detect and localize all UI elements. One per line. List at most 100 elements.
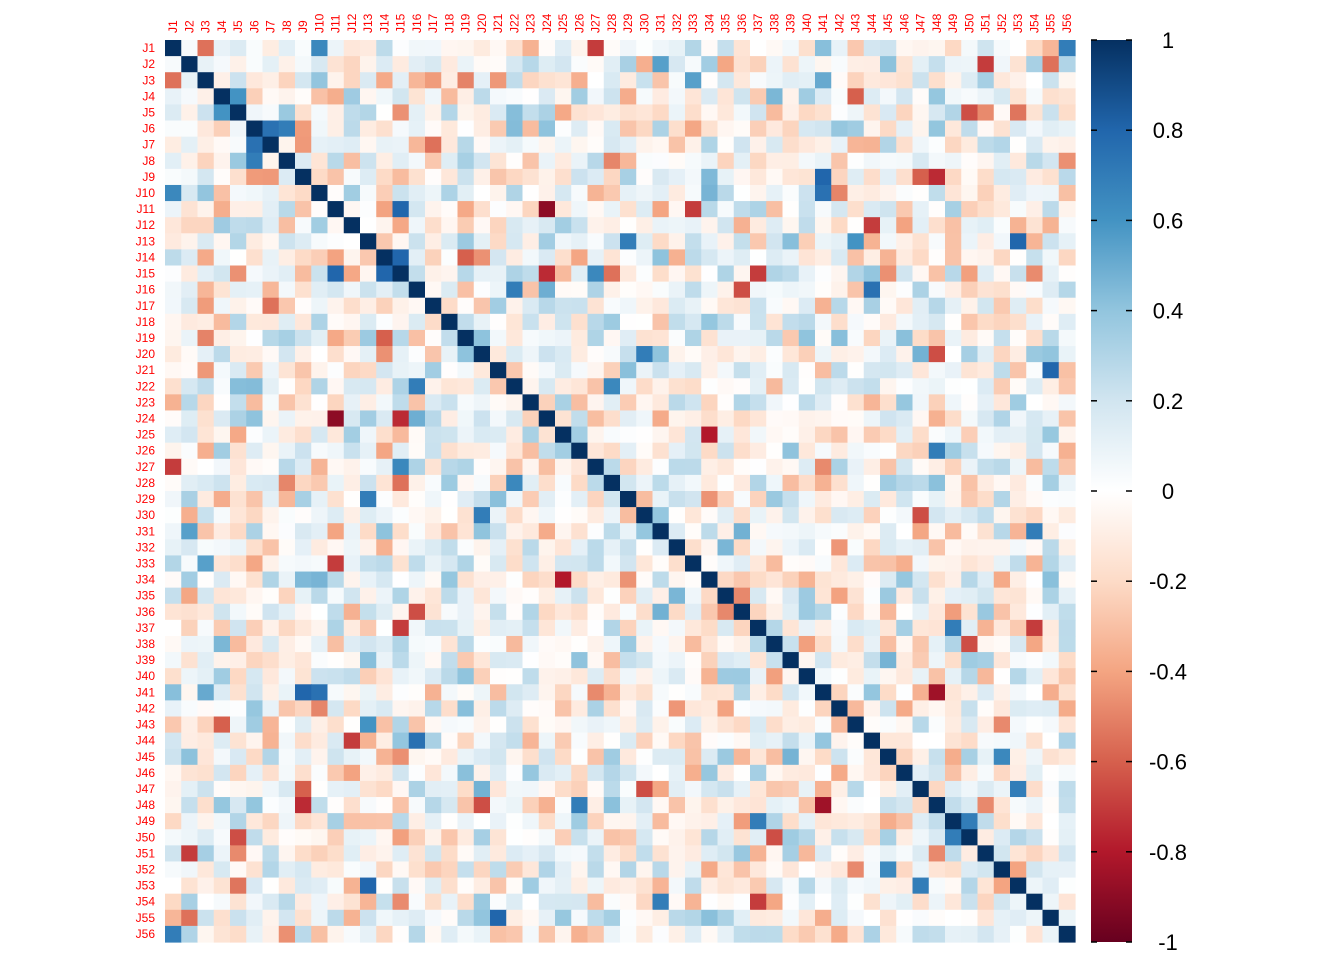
- heatmap-cell: [831, 523, 849, 540]
- heatmap-cell: [928, 217, 946, 234]
- heatmap-cell: [993, 893, 1011, 911]
- heatmap-cell: [213, 732, 231, 750]
- heatmap-cell: [295, 201, 312, 218]
- heatmap-cell: [847, 909, 865, 927]
- heatmap-cell: [733, 265, 751, 283]
- heatmap-cell: [522, 168, 540, 186]
- heatmap-cell: [246, 458, 264, 476]
- heatmap-cell: [392, 120, 410, 138]
- colorbar-tick-label: 0.4: [1153, 299, 1184, 324]
- heatmap-cell: [538, 458, 556, 476]
- heatmap-cell: [831, 265, 849, 283]
- heatmap-cell: [847, 587, 865, 605]
- heatmap-cell: [1042, 716, 1060, 734]
- heatmap-cell: [668, 184, 686, 202]
- heatmap-cell: [587, 507, 605, 524]
- heatmap-cell: [246, 684, 264, 701]
- heatmap-cell: [327, 635, 345, 653]
- heatmap-cell: [961, 925, 979, 943]
- heatmap-cell: [733, 458, 751, 476]
- heatmap-cell: [831, 152, 849, 170]
- heatmap-cell: [392, 587, 410, 605]
- heatmap-cell: [360, 700, 377, 718]
- heatmap-cell: [408, 281, 426, 299]
- heatmap-cell: [230, 732, 247, 750]
- heatmap-cell: [912, 152, 930, 170]
- heatmap-cell: [197, 619, 215, 637]
- heatmap-cell: [652, 136, 670, 154]
- heatmap-cell: [896, 394, 914, 412]
- heatmap-cell: [603, 201, 621, 218]
- heatmap-cell: [213, 88, 231, 106]
- heatmap-cell: [343, 362, 361, 379]
- heatmap-cell: [246, 635, 264, 653]
- heatmap-cell: [360, 40, 377, 57]
- heatmap-cell: [945, 233, 962, 250]
- heatmap-cell: [896, 329, 914, 347]
- heatmap-cell: [295, 233, 312, 250]
- heatmap-cell: [685, 587, 702, 605]
- heatmap-cell: [262, 88, 280, 106]
- heatmap-cell: [555, 716, 572, 734]
- heatmap-cell: [538, 394, 556, 412]
- heatmap-cell: [1042, 829, 1060, 846]
- heatmap-cell: [668, 925, 686, 943]
- heatmap-cell: [1010, 458, 1027, 476]
- heatmap-cell: [538, 313, 556, 331]
- heatmap-cell: [246, 780, 264, 798]
- heatmap-cell: [1026, 797, 1044, 814]
- heatmap-cell: [262, 281, 280, 299]
- heatmap-cell: [587, 426, 605, 444]
- heatmap-cell: [880, 346, 897, 363]
- heatmap-cell: [506, 104, 524, 122]
- heatmap-cell: [571, 281, 589, 299]
- heatmap-cell: [863, 88, 881, 106]
- heatmap-cell: [441, 394, 459, 412]
- heatmap-cell: [506, 861, 524, 879]
- column-tick-label: J15: [394, 13, 408, 33]
- heatmap-cell: [863, 217, 881, 234]
- heatmap-cell: [668, 201, 686, 218]
- heatmap-cell: [766, 555, 784, 573]
- heatmap-cell: [490, 474, 507, 492]
- heatmap-cell: [425, 168, 442, 186]
- heatmap-cell: [408, 426, 426, 444]
- heatmap-cell: [408, 668, 426, 685]
- heatmap-cell: [620, 652, 637, 669]
- heatmap-cell: [425, 40, 442, 57]
- heatmap-cell: [701, 587, 719, 605]
- heatmap-cell: [473, 249, 491, 267]
- row-tick-label: J42: [136, 701, 156, 715]
- heatmap-cell: [863, 184, 881, 202]
- row-tick-label: J48: [136, 798, 156, 812]
- heatmap-cell: [912, 587, 930, 605]
- heatmap-cell: [230, 829, 247, 846]
- heatmap-cell: [473, 426, 491, 444]
- heatmap-cell: [733, 362, 751, 379]
- heatmap-cell: [815, 700, 832, 718]
- heatmap-cell: [441, 362, 459, 379]
- heatmap-cell: [961, 152, 979, 170]
- heatmap-cell: [912, 619, 930, 637]
- heatmap-cell: [701, 56, 719, 73]
- heatmap-cell: [506, 555, 524, 573]
- heatmap-cell: [782, 539, 800, 557]
- heatmap-cell: [717, 845, 735, 863]
- heatmap-cell: [831, 507, 849, 524]
- row-tick-label: J46: [136, 766, 156, 780]
- heatmap-cell: [766, 265, 784, 283]
- heatmap-cell: [1026, 249, 1044, 267]
- heatmap-cell: [1042, 845, 1060, 863]
- heatmap-cell: [1058, 603, 1076, 621]
- heatmap-cell: [181, 442, 199, 460]
- heatmap-cell: [457, 523, 475, 540]
- heatmap-cell: [993, 603, 1011, 621]
- heatmap-cell: [815, 491, 832, 508]
- heatmap-cell: [473, 668, 491, 685]
- heatmap-cell: [815, 909, 832, 927]
- heatmap-cell: [912, 313, 930, 331]
- heatmap-cell: [863, 797, 881, 814]
- heatmap-cell: [896, 780, 914, 798]
- heatmap-cell: [815, 297, 832, 315]
- heatmap-cell: [555, 297, 572, 315]
